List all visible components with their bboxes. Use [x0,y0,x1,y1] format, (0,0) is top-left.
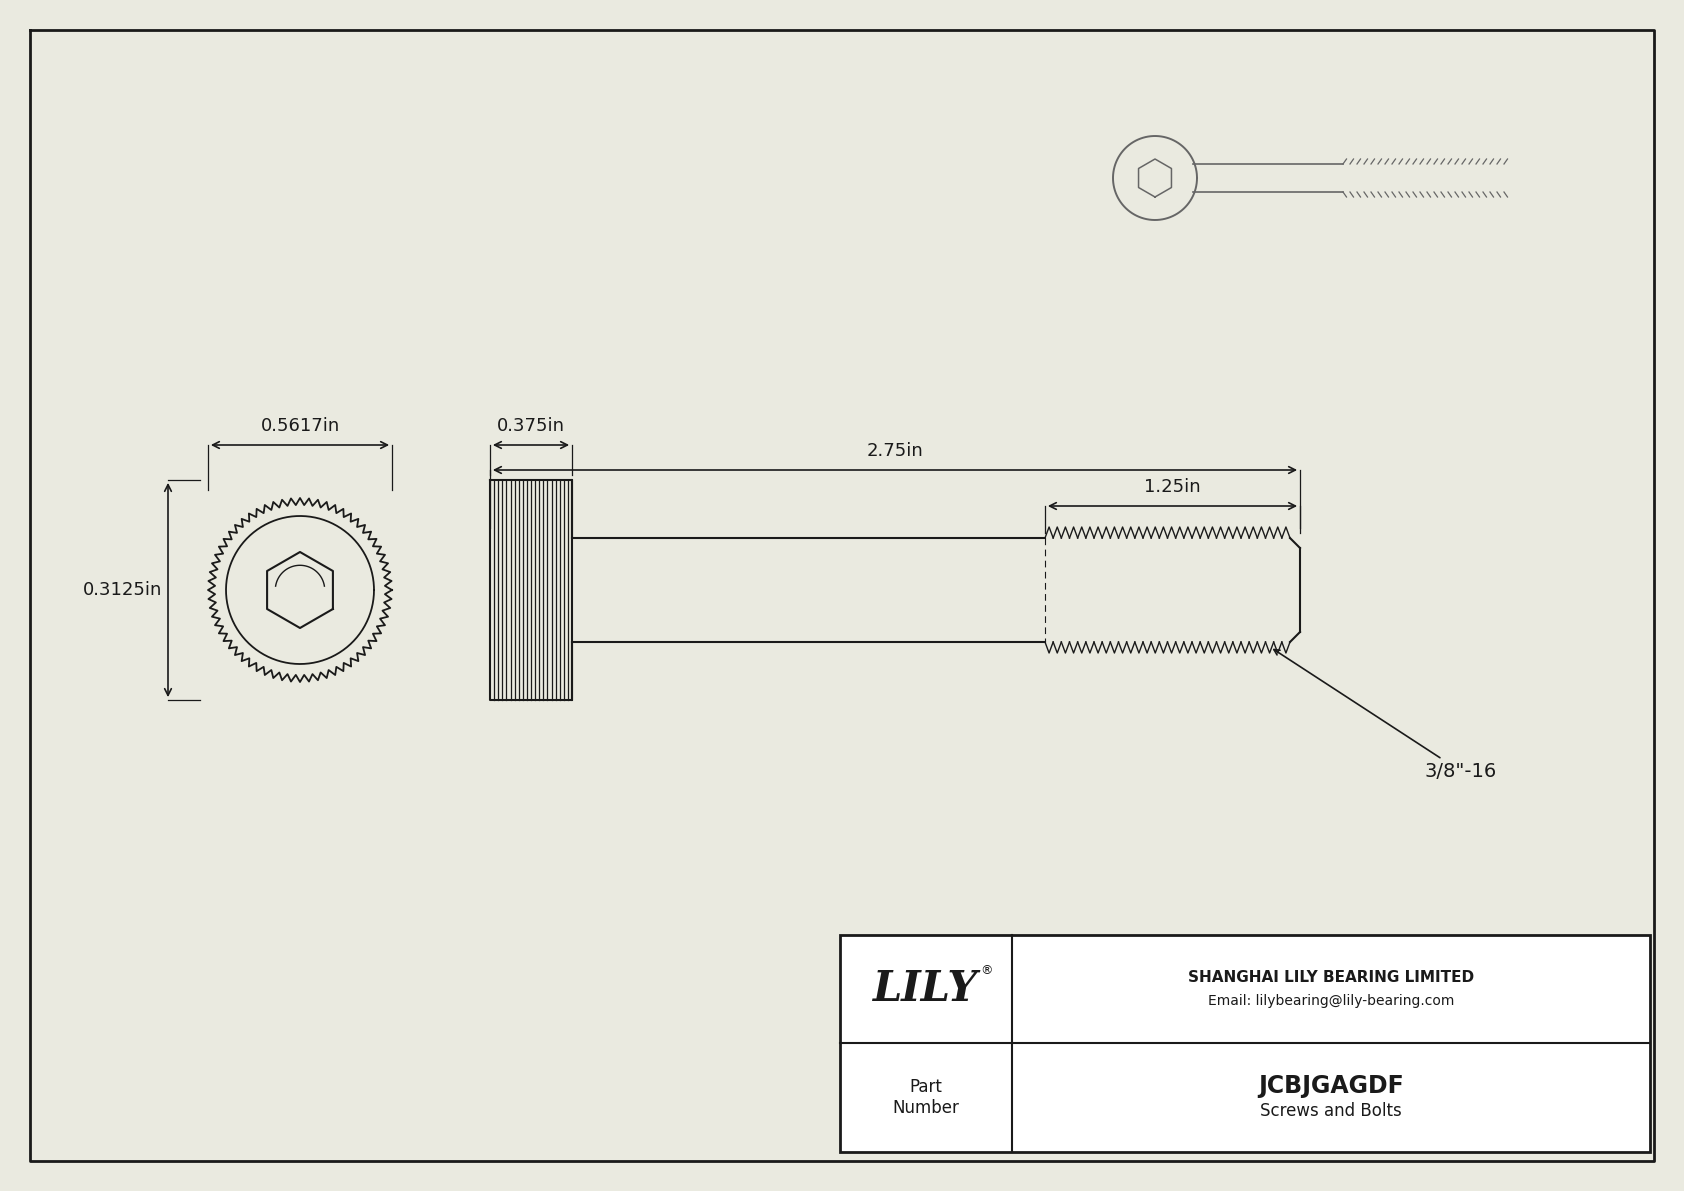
Text: JCBJGAGDF: JCBJGAGDF [1258,1073,1404,1097]
Text: Part
Number: Part Number [893,1078,960,1117]
Text: 1.25in: 1.25in [1143,478,1201,495]
Text: ®: ® [980,965,992,978]
Text: 0.3125in: 0.3125in [83,581,162,599]
Text: Email: lilybearing@lily-bearing.com: Email: lilybearing@lily-bearing.com [1207,994,1455,1008]
Bar [840,935,1650,1152]
Text: 0.5617in: 0.5617in [261,417,340,435]
Text: Screws and Bolts: Screws and Bolts [1260,1103,1401,1121]
Text: 2.75in: 2.75in [867,442,923,460]
Text: 0.375in: 0.375in [497,417,566,435]
Text: 3/8"-16: 3/8"-16 [1273,649,1497,781]
Text: SHANGHAI LILY BEARING LIMITED: SHANGHAI LILY BEARING LIMITED [1187,971,1474,985]
Text: LILY: LILY [874,968,978,1010]
